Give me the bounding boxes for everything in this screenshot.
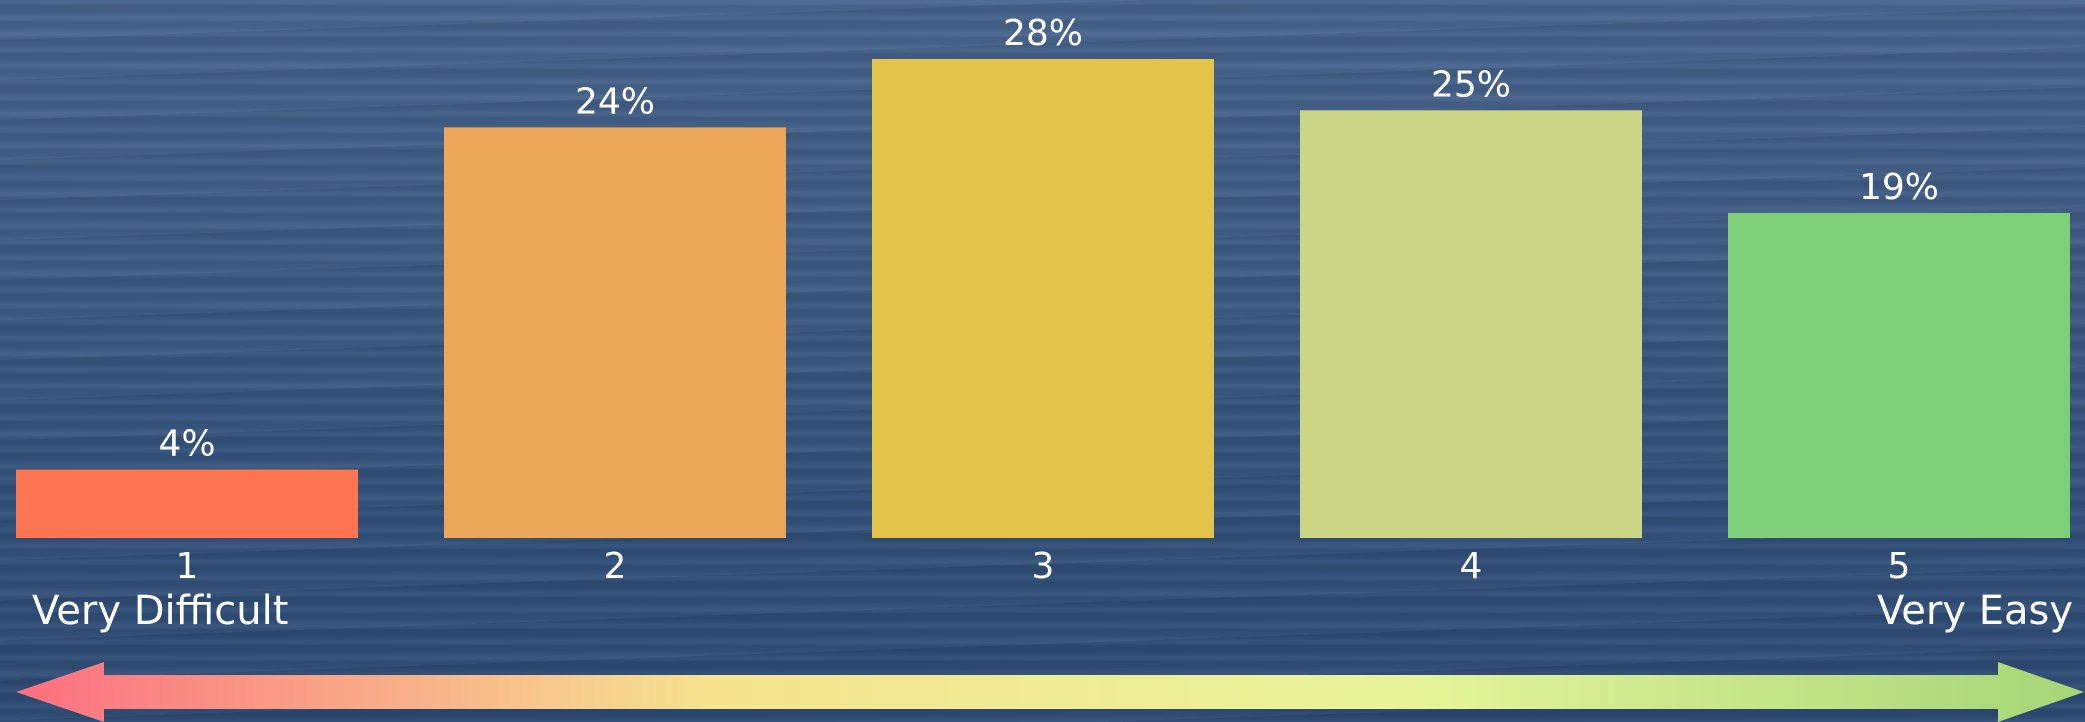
category-tick-label: 5 [1888, 546, 1911, 587]
bar-value-label: 28% [1003, 13, 1083, 54]
category-tick-label: 3 [1032, 546, 1055, 587]
category-tick-label: 1 [176, 546, 199, 587]
bar-5 [1728, 212, 2070, 538]
bar-value-label: 24% [575, 81, 655, 122]
bar-value-label: 4% [158, 424, 215, 465]
bar-2 [444, 127, 786, 538]
bar-value-label: 25% [1431, 64, 1511, 105]
bar-value-label: 19% [1859, 167, 1939, 208]
scale-right-label: Very Easy [1877, 588, 2073, 634]
bar-4 [1300, 110, 1642, 539]
value-labels-group: 4% 24% 28% 25% 19% [158, 13, 1939, 465]
scale-left-label: Very Difficult [32, 588, 289, 634]
bars-group [16, 59, 2070, 539]
bar-3 [872, 59, 1214, 538]
category-labels-group: 1 2 3 4 5 [176, 546, 1911, 587]
category-tick-label: 4 [1460, 546, 1483, 587]
category-tick-label: 2 [604, 546, 627, 587]
bar-1 [16, 469, 358, 538]
difficulty-scale-arrow [16, 662, 2084, 722]
